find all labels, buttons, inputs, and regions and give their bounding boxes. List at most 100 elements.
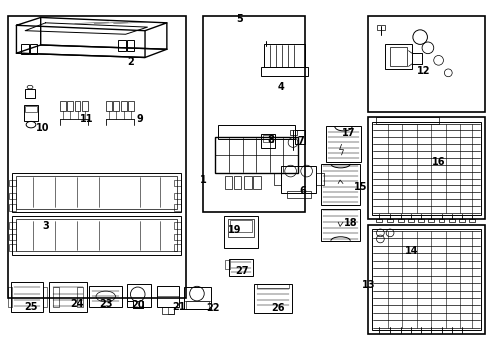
Bar (224, 216, 258, 248)
Bar (280, 166, 316, 193)
Text: 18: 18 (344, 218, 357, 228)
Bar (77, 287, 83, 307)
Bar (261, 67, 307, 76)
Bar (183, 287, 210, 309)
Text: 10: 10 (36, 123, 50, 133)
Bar (407, 219, 413, 222)
Bar (263, 135, 273, 143)
Bar (128, 101, 134, 111)
Bar (227, 219, 254, 237)
Bar (12, 216, 181, 255)
Bar (9, 234, 17, 240)
Text: 27: 27 (235, 266, 248, 276)
Text: 12: 12 (416, 66, 430, 76)
Bar (244, 176, 251, 189)
Bar (106, 101, 112, 111)
Bar (30, 44, 37, 54)
Bar (253, 176, 260, 189)
Text: 17: 17 (342, 128, 355, 138)
Bar (257, 284, 288, 288)
Bar (25, 106, 37, 112)
Bar (67, 101, 73, 111)
Text: 26: 26 (271, 303, 285, 313)
Bar (224, 260, 229, 269)
Bar (376, 219, 382, 222)
Text: 21: 21 (172, 302, 185, 312)
Bar (121, 101, 126, 111)
Text: 4: 4 (277, 82, 284, 92)
Bar (21, 44, 28, 54)
Bar (127, 284, 151, 307)
Bar (448, 219, 454, 222)
Bar (12, 173, 181, 212)
Text: 8: 8 (267, 135, 274, 145)
Bar (9, 222, 17, 229)
Text: 23: 23 (99, 299, 113, 309)
Bar (203, 16, 305, 212)
Bar (9, 180, 17, 186)
Bar (17, 219, 176, 251)
Bar (397, 219, 403, 222)
Bar (438, 219, 444, 222)
Bar (157, 287, 179, 307)
Bar (8, 16, 186, 298)
Text: 16: 16 (431, 157, 445, 167)
Bar (215, 137, 297, 173)
Bar (321, 208, 359, 241)
Bar (11, 282, 43, 312)
Bar (417, 219, 423, 222)
Bar (468, 219, 474, 222)
Text: 1: 1 (200, 175, 206, 185)
Bar (325, 126, 360, 162)
Bar (371, 122, 480, 215)
Bar (113, 101, 119, 111)
Bar (174, 222, 181, 229)
Bar (24, 105, 38, 121)
Bar (174, 180, 181, 186)
Bar (49, 282, 87, 312)
Bar (174, 204, 181, 211)
Bar (174, 244, 181, 251)
Bar (174, 234, 181, 240)
Bar (286, 191, 310, 198)
Bar (42, 287, 46, 307)
Bar (371, 229, 480, 330)
Bar (186, 301, 208, 309)
Bar (8, 287, 12, 307)
Bar (82, 101, 87, 111)
Bar (367, 16, 484, 112)
Bar (162, 307, 174, 314)
Text: 7: 7 (296, 136, 303, 146)
Bar (60, 101, 66, 111)
Text: 9: 9 (137, 114, 143, 124)
Bar (228, 258, 253, 276)
Bar (9, 204, 17, 211)
Bar (458, 219, 464, 222)
Bar (264, 44, 305, 67)
Bar (295, 130, 305, 144)
Bar (17, 176, 176, 208)
Bar (377, 24, 385, 30)
Bar (261, 134, 274, 148)
Text: 14: 14 (405, 247, 418, 256)
Bar (9, 193, 17, 199)
Bar (217, 125, 295, 139)
Bar (254, 284, 291, 313)
Bar (389, 47, 406, 66)
Text: 6: 6 (299, 186, 305, 196)
Bar (233, 176, 241, 189)
Bar (386, 219, 392, 222)
Text: 11: 11 (80, 114, 93, 124)
Bar (53, 287, 59, 307)
Bar (89, 287, 122, 307)
Bar (9, 244, 17, 251)
Bar (289, 130, 296, 135)
Bar (174, 193, 181, 199)
Text: 25: 25 (24, 302, 38, 312)
Bar (367, 117, 484, 219)
Bar (229, 220, 251, 232)
Text: 13: 13 (361, 280, 374, 291)
Text: 5: 5 (236, 14, 243, 23)
Bar (321, 164, 359, 205)
Text: 20: 20 (131, 300, 144, 310)
